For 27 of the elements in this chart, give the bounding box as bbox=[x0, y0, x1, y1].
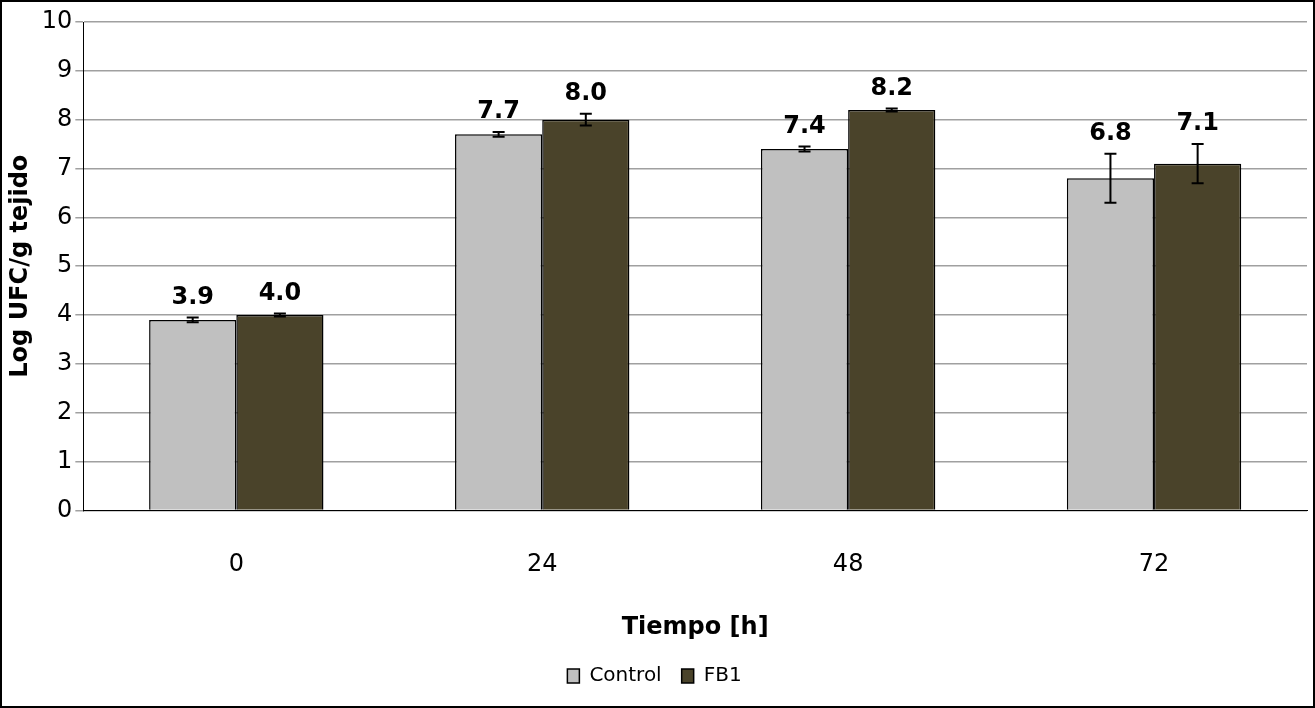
y-tick-label: 3 bbox=[57, 348, 73, 377]
x-tick-label: 48 bbox=[832, 549, 864, 578]
y-tick-label: 10 bbox=[41, 6, 73, 35]
y-tick-label: 5 bbox=[57, 250, 73, 279]
y-tick-label: 6 bbox=[57, 201, 73, 230]
x-tick-label: 0 bbox=[228, 549, 244, 578]
legend-label: Control bbox=[589, 662, 662, 687]
data-label: 4.0 bbox=[258, 277, 302, 306]
x-tick-label: 24 bbox=[526, 549, 558, 578]
data-label: 7.7 bbox=[477, 96, 520, 125]
legend-label: FB1 bbox=[703, 662, 742, 687]
y-tick-label: 0 bbox=[57, 494, 73, 523]
x-axis-title: Tiempo [h] bbox=[621, 611, 769, 640]
y-tick-label: 4 bbox=[57, 299, 73, 328]
data-label: 7.4 bbox=[783, 110, 826, 139]
y-tick-label: 1 bbox=[57, 445, 73, 474]
y-tick-label: 9 bbox=[57, 55, 73, 84]
y-tick-label: 2 bbox=[57, 396, 73, 425]
y-axis-title: Log UFC/g tejido bbox=[4, 154, 33, 378]
y-tick-label: 8 bbox=[57, 103, 73, 132]
data-label: 3.9 bbox=[171, 281, 214, 310]
data-label: 8.0 bbox=[564, 78, 608, 107]
y-tick-label: 7 bbox=[57, 152, 73, 181]
data-label: 7.1 bbox=[1176, 108, 1219, 137]
data-label: 8.2 bbox=[870, 72, 913, 101]
x-tick-label: 72 bbox=[1138, 549, 1170, 578]
data-label: 6.8 bbox=[1089, 118, 1132, 147]
